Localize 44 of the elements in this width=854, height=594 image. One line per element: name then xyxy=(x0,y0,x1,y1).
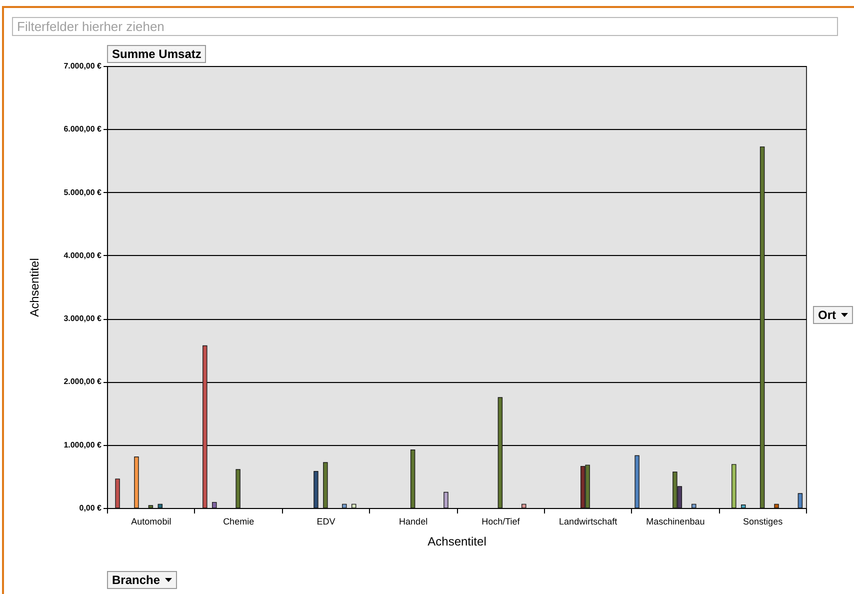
bar xyxy=(498,397,503,508)
text: Summe Umsatz xyxy=(112,47,202,61)
bar xyxy=(732,464,736,508)
y-tick-label: 3.000,00 € xyxy=(64,314,102,324)
y-tick-label: 5.000,00 € xyxy=(64,188,102,197)
bar xyxy=(158,504,163,508)
x-axis-title: Achsentitel xyxy=(428,534,486,548)
y-tick-label: 4.000,00 € xyxy=(64,250,102,260)
x-tick-label: Handel xyxy=(399,516,428,526)
bar xyxy=(741,504,746,508)
bar xyxy=(202,345,208,508)
bar xyxy=(212,502,217,508)
bar xyxy=(444,492,448,508)
x-tick-label: Hoch/Tief xyxy=(482,516,520,526)
x-tick-label: Automobil xyxy=(131,516,172,526)
bar xyxy=(236,469,240,508)
x-tick-label: Chemie xyxy=(223,516,254,526)
bar xyxy=(692,504,696,508)
bar xyxy=(314,471,318,508)
x-tick-label: Maschinenbau xyxy=(646,516,705,526)
y-tick-label: 1.000,00 € xyxy=(64,440,102,450)
bar xyxy=(522,504,526,508)
x-tick-label: Sonstiges xyxy=(743,516,784,526)
x-tick-label: Landwirtschaft xyxy=(559,516,618,526)
bar xyxy=(115,478,120,508)
bar xyxy=(774,504,779,508)
bar xyxy=(410,450,416,508)
bar xyxy=(351,504,356,508)
x-tick-label: EDV xyxy=(316,516,336,526)
y-tick-label: 2.000,00 € xyxy=(64,377,102,386)
bar xyxy=(342,504,347,508)
text: Filterfelder hierher ziehen xyxy=(17,19,164,34)
y-tick-label: 7.000,00 € xyxy=(64,62,102,70)
text: Ort xyxy=(818,308,836,322)
y-tick-label: 0,00 € xyxy=(79,504,102,512)
bar xyxy=(798,493,803,508)
bar xyxy=(634,455,640,508)
y-axis-title: Achsentitel xyxy=(28,258,42,317)
text: Branche xyxy=(112,573,160,587)
bar xyxy=(323,462,328,508)
y-tick-label: 6.000,00 € xyxy=(64,124,102,134)
bar xyxy=(760,146,765,508)
bar xyxy=(148,505,154,508)
bar xyxy=(134,456,139,508)
